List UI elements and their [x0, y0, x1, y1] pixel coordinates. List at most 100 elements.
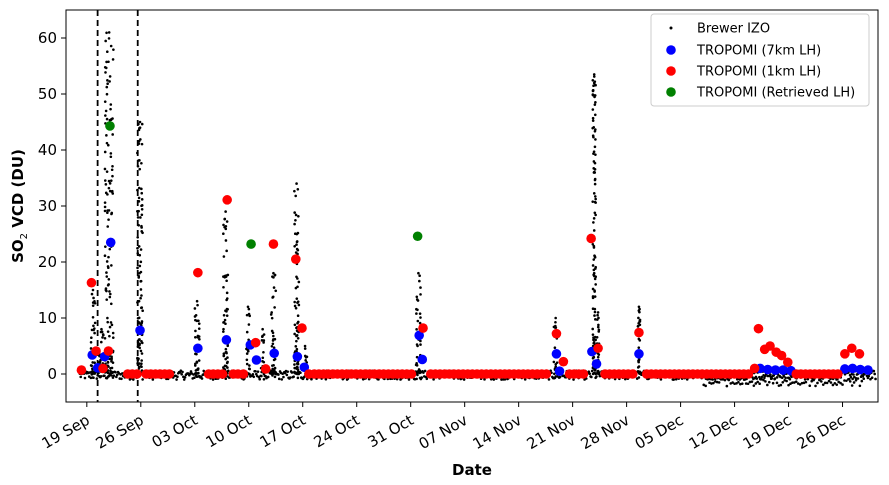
- brewer-point: [592, 170, 596, 174]
- tropomi-7km-point: [863, 365, 873, 375]
- brewer-point: [196, 334, 200, 338]
- legend-label-brewer: Brewer IZO: [697, 22, 770, 37]
- brewer-point: [293, 371, 296, 374]
- brewer-point: [270, 316, 274, 320]
- brewer-point: [104, 114, 107, 117]
- brewer-point: [784, 376, 787, 380]
- brewer-point: [272, 358, 276, 362]
- x-tick-label: 19 Sep: [39, 411, 93, 453]
- brewer-point: [591, 126, 594, 130]
- brewer-point: [593, 295, 597, 298]
- brewer-point: [194, 369, 198, 372]
- x-tick-label: 26 Dec: [794, 411, 849, 453]
- brewer-point: [140, 208, 144, 211]
- brewer-point: [725, 384, 729, 388]
- brewer-point: [418, 321, 422, 325]
- brewer-point: [295, 243, 298, 246]
- brewer-point: [109, 302, 113, 306]
- brewer-point: [593, 195, 597, 198]
- brewer-point: [226, 344, 230, 348]
- tropomi-1km-point: [297, 323, 307, 333]
- brewer-point: [295, 339, 298, 343]
- brewer-point: [248, 314, 251, 318]
- brewer-point: [595, 336, 599, 339]
- brewer-point: [812, 378, 815, 382]
- brewer-point: [262, 350, 265, 354]
- brewer-point: [248, 372, 251, 376]
- brewer-point: [277, 377, 281, 381]
- brewer-point: [835, 383, 839, 386]
- brewer-point: [592, 258, 596, 261]
- brewer-point: [139, 349, 143, 353]
- y-tick-label: 20: [38, 253, 57, 271]
- brewer-point: [841, 383, 844, 386]
- tropomi-7km-point: [591, 359, 602, 369]
- brewer-point: [140, 362, 143, 366]
- tropomi-1km-point: [238, 369, 249, 379]
- brewer-point: [197, 319, 200, 323]
- brewer-point: [111, 336, 115, 339]
- tropomi-1km-point: [164, 369, 175, 379]
- brewer-point: [592, 217, 596, 220]
- brewer-point: [262, 339, 266, 342]
- brewer-point: [92, 296, 95, 300]
- x-tick-label: 26 Sep: [93, 411, 147, 453]
- brewer-point: [852, 373, 855, 376]
- tropomi-1km-point: [578, 369, 589, 379]
- brewer-point: [225, 291, 229, 295]
- brewer-point: [226, 366, 229, 369]
- brewer-point: [874, 377, 877, 381]
- brewer-point: [262, 360, 266, 364]
- brewer-point: [270, 311, 273, 314]
- brewer-point: [746, 382, 750, 386]
- brewer-point: [103, 374, 106, 378]
- brewer-point: [271, 331, 275, 335]
- brewer-point: [224, 350, 228, 354]
- brewer-point: [814, 384, 817, 388]
- brewer-point: [771, 381, 775, 385]
- brewer-point: [137, 196, 141, 200]
- brewer-point: [272, 363, 275, 367]
- tropomi-7km-point: [193, 343, 203, 354]
- brewer-point: [787, 383, 790, 387]
- brewer-point: [109, 103, 113, 106]
- brewer-point: [107, 209, 111, 212]
- brewer-point: [107, 218, 110, 221]
- brewer-point: [847, 378, 850, 381]
- brewer-point: [297, 280, 301, 284]
- brewer-point: [105, 260, 109, 263]
- tropomi-7km-point: [292, 351, 303, 362]
- brewer-point: [592, 338, 595, 342]
- brewer-point: [105, 141, 109, 145]
- tropomi-7km-point: [269, 348, 280, 359]
- brewer-point: [420, 376, 424, 379]
- brewer-point: [596, 355, 600, 359]
- brewer-point: [93, 327, 96, 330]
- brewer-point: [848, 380, 852, 383]
- y-tick-label: 60: [38, 29, 57, 47]
- brewer-point: [295, 275, 298, 279]
- brewer-point: [591, 116, 595, 120]
- brewer-point: [112, 374, 116, 377]
- brewer-point: [554, 320, 557, 324]
- brewer-point: [762, 378, 765, 382]
- brewer-point: [638, 310, 641, 314]
- brewer-point: [594, 197, 597, 201]
- brewer-point: [592, 355, 595, 359]
- brewer-point: [407, 378, 411, 381]
- brewer-point: [592, 268, 596, 272]
- brewer-point: [295, 240, 299, 243]
- brewer-point: [197, 371, 200, 375]
- brewer-point: [593, 368, 597, 372]
- brewer-point: [294, 306, 298, 310]
- brewer-point: [277, 373, 280, 376]
- brewer-point: [415, 295, 419, 299]
- x-tick-label: 12 Dec: [686, 411, 741, 453]
- tropomi-1km-point: [193, 267, 203, 278]
- brewer-point: [181, 370, 184, 374]
- brewer-point: [858, 384, 862, 388]
- brewer-point: [758, 382, 761, 385]
- brewer-point: [781, 381, 785, 384]
- brewer-point: [296, 248, 300, 252]
- tropomi-1km-point: [103, 346, 114, 356]
